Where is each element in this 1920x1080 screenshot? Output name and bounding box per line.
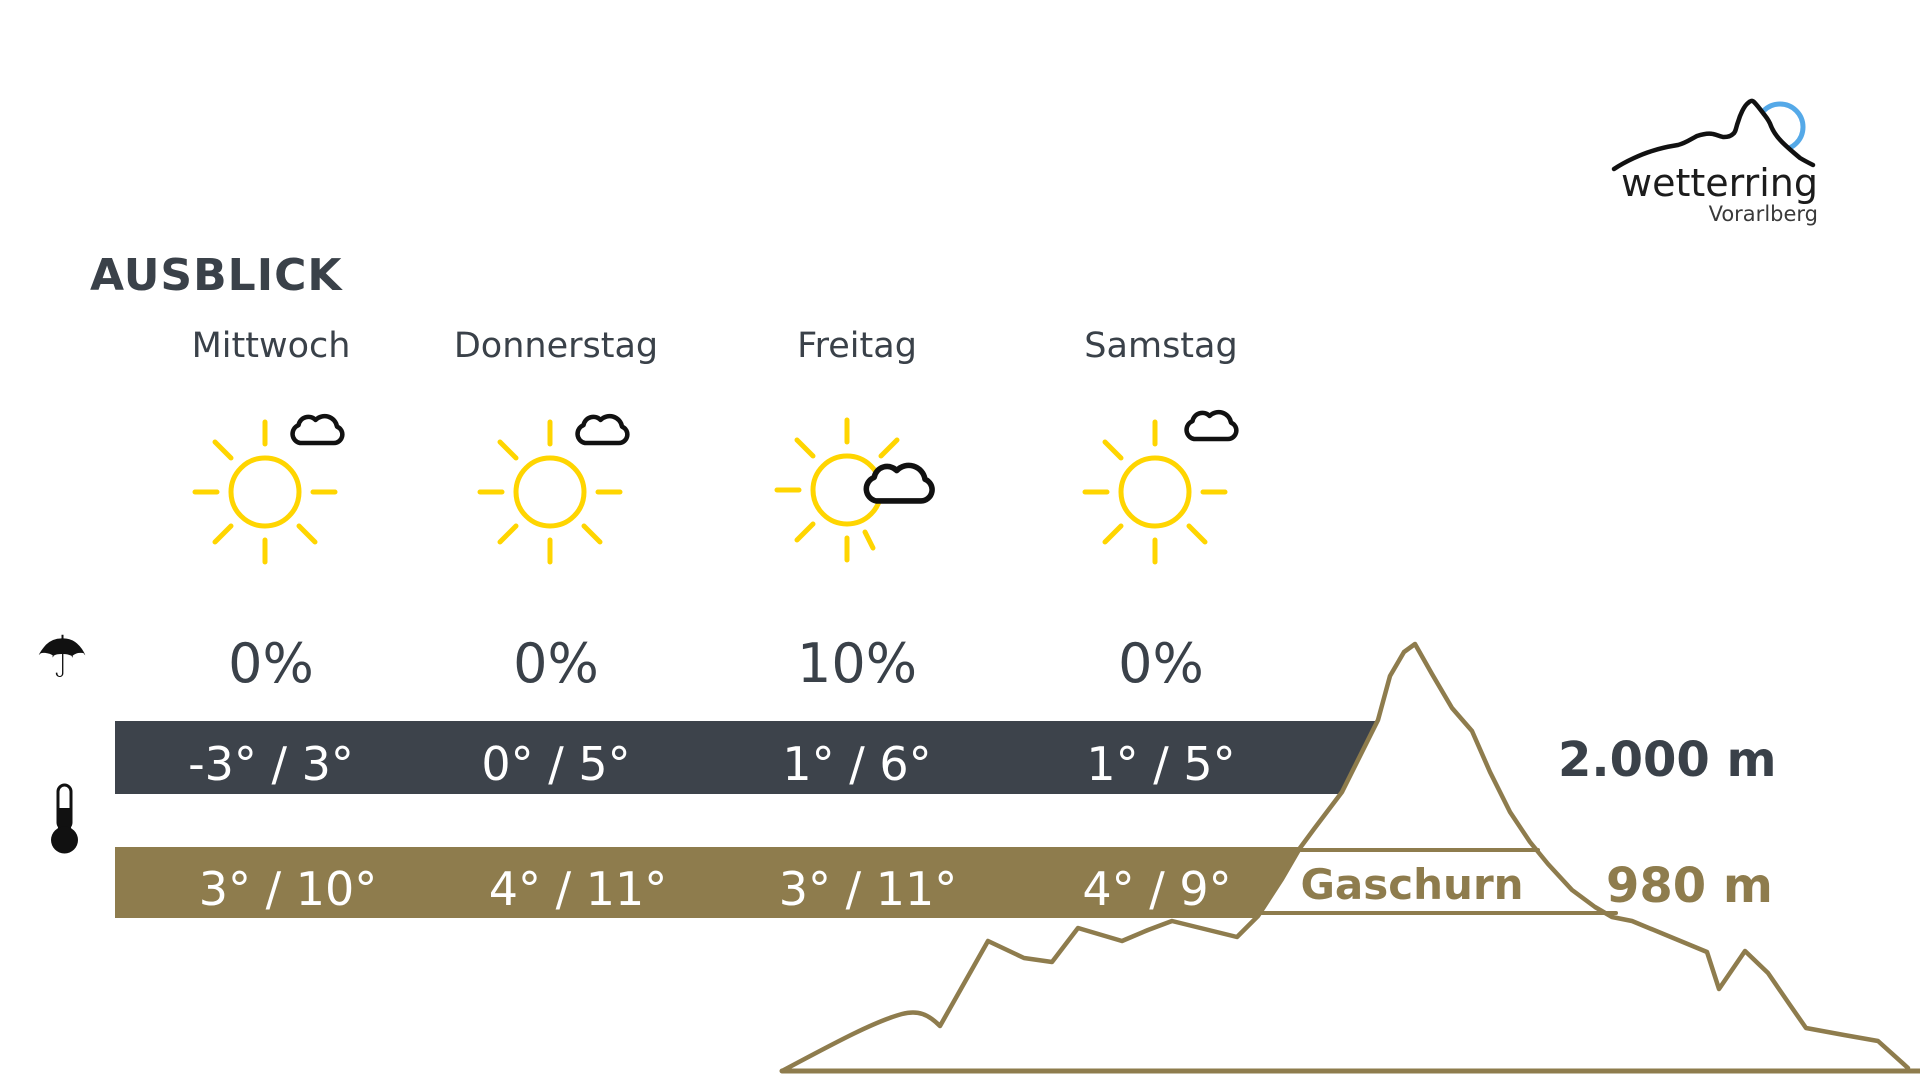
sun-small-cloud-icon [1082, 409, 1239, 565]
sun-big-cloud-icon [774, 417, 935, 563]
precip-value-donnerstag: 0% [513, 632, 599, 695]
temp-980m-donnerstag: 4° / 11° [488, 862, 668, 916]
day-label-mittwoch: Mittwoch [191, 326, 351, 366]
day-label-freitag: Freitag [797, 326, 917, 366]
temp-980m-mittwoch: 3° / 10° [198, 862, 378, 916]
day-label-donnerstag: Donnerstag [453, 326, 659, 366]
logo-brand-text: wetterring [1621, 161, 1818, 205]
temp-980m-samstag: 4° / 9° [1082, 862, 1232, 916]
logo-mountain-icon [1611, 98, 1816, 174]
precip-value-mittwoch: 0% [228, 632, 314, 695]
location-label: Gaschurn [1300, 860, 1524, 909]
temp-980m-freitag: 3° / 11° [778, 862, 958, 916]
thermometer-icon [51, 783, 78, 854]
day-label-samstag: Samstag [1084, 326, 1238, 366]
temp-2000m-donnerstag: 0° / 5° [481, 737, 631, 791]
altitude-label-980m: 980 m [1606, 858, 1773, 914]
precip-value-samstag: 0% [1118, 632, 1204, 695]
temp-2000m-freitag: 1° / 6° [782, 737, 932, 791]
logo-region-text: Vorarlberg [1708, 202, 1818, 226]
temp-2000m-mittwoch: -3° / 3° [188, 737, 354, 791]
temp-2000m-samstag: 1° / 5° [1086, 737, 1236, 791]
page-title: AUSBLICK [90, 250, 343, 301]
sun-small-cloud-icon [192, 413, 345, 565]
precip-value-freitag: 10% [796, 632, 918, 695]
altitude-label-2000m: 2.000 m [1558, 732, 1777, 788]
sun-small-cloud-icon [477, 413, 630, 565]
umbrella-icon: ☂ [36, 623, 88, 691]
